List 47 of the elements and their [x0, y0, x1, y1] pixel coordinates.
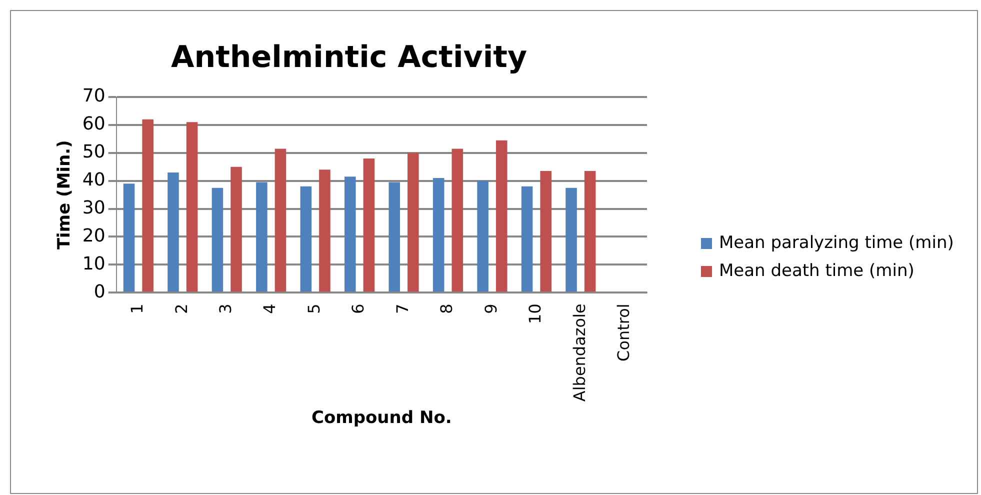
- x-axis-title: Compound No.: [311, 408, 452, 428]
- bar: [477, 180, 488, 292]
- bar: [566, 188, 577, 292]
- y-tick-label: 40: [82, 170, 106, 191]
- bar: [432, 178, 444, 292]
- x-tick-label: 10: [526, 304, 545, 324]
- bar: [584, 171, 596, 292]
- bar: [388, 182, 400, 292]
- bar: [540, 171, 552, 292]
- x-tick-label: 9: [481, 304, 500, 314]
- legend-label: Mean paralyzing time (min): [719, 233, 954, 253]
- bar: [230, 166, 242, 292]
- x-tick-label: 5: [304, 304, 324, 314]
- y-tick-label: 70: [82, 86, 106, 107]
- bar: [521, 186, 533, 292]
- bar: [168, 172, 179, 292]
- y-tick-label: 50: [82, 142, 106, 163]
- bar: [186, 122, 198, 292]
- y-axis-title: Time (Min.): [54, 140, 75, 250]
- bar: [256, 182, 268, 292]
- x-tick-label: 2: [172, 304, 191, 314]
- legend-label: Mean death time (min): [719, 261, 914, 281]
- y-tick-label: 60: [82, 114, 106, 135]
- x-tick-label: 7: [392, 304, 412, 314]
- bar: [274, 148, 286, 292]
- x-tick-label: Albendazole: [570, 304, 589, 402]
- y-tick-label: 0: [94, 281, 106, 302]
- x-tick-label: 1: [128, 304, 147, 314]
- y-tick-label: 30: [82, 197, 106, 218]
- x-tick-label: Control: [614, 304, 634, 362]
- chart-title: Anthelmintic Activity: [170, 40, 528, 75]
- bar: [408, 152, 419, 292]
- bar: [300, 186, 312, 292]
- bar: [142, 119, 154, 292]
- bar: [344, 176, 356, 292]
- x-tick-label: 3: [216, 304, 236, 314]
- bar: [319, 170, 330, 292]
- x-tick-label: 6: [348, 304, 368, 314]
- bar: [452, 148, 464, 292]
- y-tick-label: 10: [82, 253, 106, 274]
- bar: [363, 158, 375, 292]
- bar: [496, 140, 508, 292]
- x-tick-label: 8: [437, 304, 456, 314]
- bar: [123, 184, 135, 292]
- bar: [212, 188, 224, 292]
- y-tick-label: 20: [82, 225, 106, 246]
- x-tick-label: 4: [260, 304, 280, 314]
